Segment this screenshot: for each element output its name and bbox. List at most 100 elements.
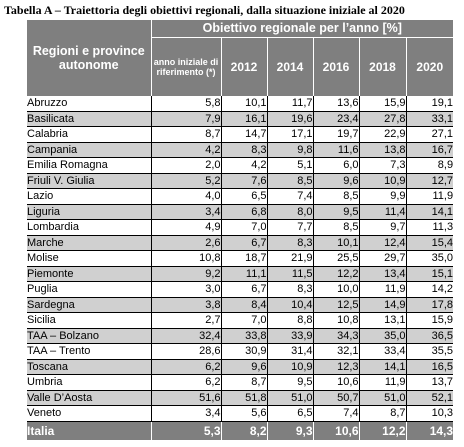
target-value: 12,7 bbox=[406, 173, 454, 189]
target-value: 34,3 bbox=[313, 328, 360, 344]
header-year: 2020 bbox=[406, 37, 454, 96]
target-value: 11,4 bbox=[359, 204, 407, 220]
target-value: 8,4 bbox=[221, 297, 268, 313]
table-row: Calabria 8,7 14,7 17,1 19,7 22,9 27,1 bbox=[27, 126, 454, 143]
target-value: 8,5 bbox=[267, 173, 314, 189]
table-row: Campania 4,2 8,3 9,8 11,6 13,8 16,7 bbox=[27, 142, 454, 158]
target-value: 30,9 bbox=[221, 343, 268, 360]
table-row: Puglia 3,0 6,7 8,3 10,0 11,9 14,2 bbox=[27, 281, 454, 298]
target-value: 8,8 bbox=[267, 312, 314, 329]
region-name: Abruzzo bbox=[27, 95, 152, 112]
target-value: 11,5 bbox=[267, 266, 314, 282]
target-value: 16,5 bbox=[406, 359, 454, 375]
target-value: 19,6 bbox=[267, 111, 314, 127]
target-value: 9,9 bbox=[359, 188, 407, 205]
target-value: 7,0 bbox=[221, 219, 268, 236]
target-value: 51,8 bbox=[221, 390, 268, 406]
target-value: 14,1 bbox=[406, 204, 454, 220]
target-value: 10,1 bbox=[313, 235, 360, 251]
region-name: Emilia Romagna bbox=[27, 157, 152, 174]
target-value: 19,7 bbox=[313, 126, 360, 143]
table-row: Umbria 6,2 8,7 9,5 10,6 11,9 13,7 bbox=[27, 374, 454, 391]
baseline-value: 5,2 bbox=[151, 173, 222, 189]
target-value: 8,7 bbox=[221, 374, 268, 391]
target-value: 10,0 bbox=[313, 281, 360, 298]
target-value: 10,8 bbox=[313, 312, 360, 329]
region-name: Sicilia bbox=[27, 312, 152, 329]
target-value: 22,9 bbox=[359, 126, 407, 143]
target-value: 12,3 bbox=[313, 359, 360, 375]
baseline-value: 6,2 bbox=[151, 374, 222, 391]
header-year: 2016 bbox=[313, 37, 360, 96]
target-value: 15,1 bbox=[406, 266, 454, 282]
region-name: Calabria bbox=[27, 126, 152, 143]
target-value: 33,9 bbox=[267, 328, 314, 344]
baseline-value: 51,6 bbox=[151, 390, 222, 406]
target-value: 8,7 bbox=[359, 405, 407, 422]
region-name: Campania bbox=[27, 142, 152, 158]
target-value: 11,9 bbox=[359, 374, 407, 391]
target-value: 6,5 bbox=[267, 405, 314, 422]
target-value: 5,6 bbox=[221, 405, 268, 422]
region-name: Lombardia bbox=[27, 219, 152, 236]
target-value: 13,7 bbox=[406, 374, 454, 391]
target-value: 29,7 bbox=[359, 250, 407, 267]
target-value: 21,9 bbox=[267, 250, 314, 267]
target-value: 17,8 bbox=[406, 297, 454, 313]
target-value: 27,1 bbox=[406, 126, 454, 143]
header-group-title: Obiettivo regionale per l’anno [%] bbox=[151, 20, 454, 38]
target-value: 9,6 bbox=[221, 359, 268, 375]
baseline-value: 5,8 bbox=[151, 95, 222, 112]
target-value: 15,9 bbox=[406, 312, 454, 329]
target-value: 33,8 bbox=[221, 328, 268, 344]
target-value: 7,4 bbox=[313, 405, 360, 422]
baseline-value: 7,9 bbox=[151, 111, 222, 127]
target-value: 12,4 bbox=[359, 235, 407, 251]
table-row: Marche 2,6 6,7 8,3 10,1 12,4 15,4 bbox=[27, 235, 454, 251]
target-value: 19,1 bbox=[406, 95, 454, 112]
target-value: 14,7 bbox=[221, 126, 268, 143]
target-value: 14,3 bbox=[406, 421, 454, 440]
target-value: 6,0 bbox=[313, 157, 360, 174]
table-row: TAA – Bolzano 32,4 33,8 33,9 34,3 35,0 36,5 bbox=[27, 328, 454, 344]
region-name: Toscana bbox=[27, 359, 152, 375]
target-value: 10,9 bbox=[359, 173, 407, 189]
target-value: 6,8 bbox=[221, 204, 268, 220]
target-value: 23,4 bbox=[313, 111, 360, 127]
target-value: 31,4 bbox=[267, 343, 314, 360]
target-value: 8,9 bbox=[406, 157, 454, 174]
target-value: 8,0 bbox=[267, 204, 314, 220]
target-value: 15,4 bbox=[406, 235, 454, 251]
table-row: Valle D’Aosta 51,6 51,8 51,0 50,7 51,0 52,1 bbox=[27, 390, 454, 406]
target-value: 13,4 bbox=[359, 266, 407, 282]
target-value: 27,8 bbox=[359, 111, 407, 127]
region-name: Italia bbox=[27, 421, 152, 440]
target-value: 36,5 bbox=[406, 328, 454, 344]
target-value: 35,0 bbox=[406, 250, 454, 267]
baseline-value: 28,6 bbox=[151, 343, 222, 360]
target-value: 8,2 bbox=[221, 421, 268, 440]
target-value: 12,5 bbox=[313, 297, 360, 313]
target-value: 25,5 bbox=[313, 250, 360, 267]
table-row: Lazio 4,0 6,5 7,4 8,5 9,9 11,9 bbox=[27, 188, 454, 205]
table-caption: Tabella A – Traiettoria degli obiettivi … bbox=[4, 3, 405, 17]
target-value: 13,1 bbox=[359, 312, 407, 329]
target-value: 9,8 bbox=[267, 142, 314, 158]
table-row: Friuli V. Giulia 5,2 7,6 8,5 9,6 10,9 12,7 bbox=[27, 173, 454, 189]
baseline-value: 32,4 bbox=[151, 328, 222, 344]
target-value: 7,4 bbox=[267, 188, 314, 205]
region-name: Puglia bbox=[27, 281, 152, 298]
baseline-value: 6,2 bbox=[151, 359, 222, 375]
target-value: 35,5 bbox=[406, 343, 454, 360]
header-region: Regioni e province autonome bbox=[27, 20, 152, 96]
baseline-value: 2,7 bbox=[151, 312, 222, 329]
baseline-value: 3,0 bbox=[151, 281, 222, 298]
target-value: 9,5 bbox=[267, 374, 314, 391]
baseline-value: 4,2 bbox=[151, 142, 222, 158]
baseline-value: 3,8 bbox=[151, 297, 222, 313]
target-value: 10,1 bbox=[221, 95, 268, 112]
table-row: Toscana 6,2 9,6 10,9 12,3 14,1 16,5 bbox=[27, 359, 454, 375]
target-value: 7,0 bbox=[221, 312, 268, 329]
table-row: Emilia Romagna 2,0 4,2 5,1 6,0 7,3 8,9 bbox=[27, 157, 454, 174]
target-value: 14,2 bbox=[406, 281, 454, 298]
